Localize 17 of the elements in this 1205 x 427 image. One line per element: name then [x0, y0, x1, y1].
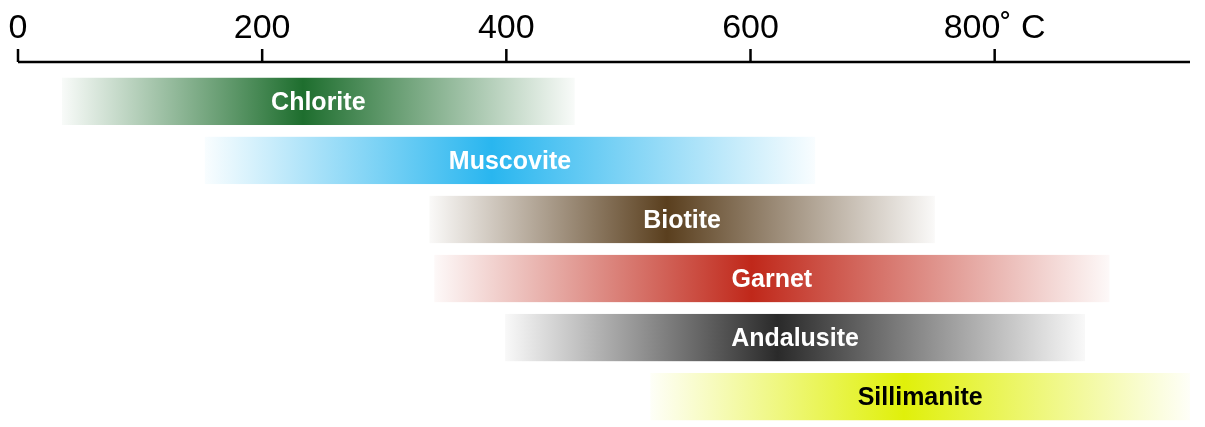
bar	[505, 313, 1086, 362]
y-tick-label: Sillimanite	[857, 382, 983, 411]
bar	[650, 372, 1190, 421]
y-tick-label: Chlorite	[271, 87, 366, 116]
bar	[429, 195, 935, 244]
x-tick-label: 0	[8, 7, 28, 45]
x-tick-label: 200	[233, 7, 291, 45]
y-tick-label: Andalusite	[731, 323, 860, 352]
y-tick-label: Garnet	[731, 264, 813, 293]
bar	[204, 136, 816, 185]
x-tick-label: 400	[477, 7, 535, 45]
bar	[434, 254, 1110, 303]
x-tick-label: 800˚ C	[943, 7, 1046, 45]
bar	[61, 77, 575, 126]
y-tick-label: Muscovite	[448, 146, 572, 175]
y-tick-label: Biotite	[643, 205, 722, 234]
x-tick-label: 600	[722, 7, 779, 45]
